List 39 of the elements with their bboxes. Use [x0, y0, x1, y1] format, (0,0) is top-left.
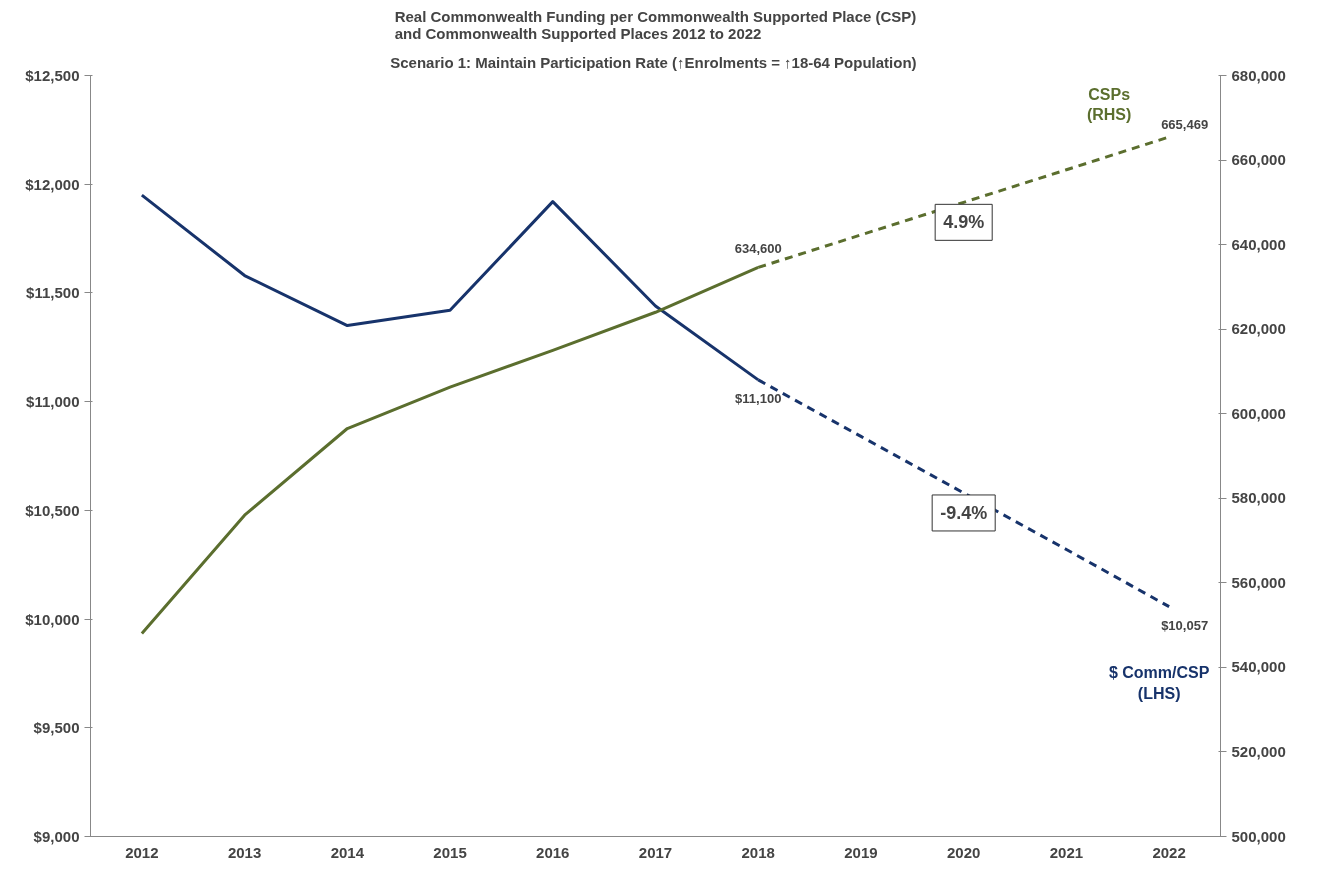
y2-tick-label: 560,000 — [1231, 573, 1286, 591]
y2-tick-label: 520,000 — [1231, 742, 1286, 760]
data-label: $10,057 — [1161, 617, 1209, 633]
x-tick-label: 2016 — [536, 843, 570, 861]
y-tick-label: $11,500 — [26, 284, 80, 302]
x-tick-label: 2018 — [741, 843, 775, 861]
y-tick-label: $9,000 — [33, 828, 80, 845]
x-tick-label: 2013 — [227, 843, 262, 861]
y-tick-label: $11,000 — [26, 393, 80, 411]
y2-tick-label: 580,000 — [1231, 489, 1286, 507]
y2-tick-label: 600,000 — [1231, 404, 1286, 422]
y-tick-label: $12,500 — [25, 67, 80, 84]
y-tick-label: $10,000 — [25, 610, 80, 628]
data-label: 665,469 — [1161, 116, 1209, 132]
x-tick-label: 2022 — [1152, 843, 1186, 861]
data-label: 634,600 — [734, 241, 782, 257]
y-tick-label: $10,500 — [25, 501, 80, 519]
annotation: -9.4% — [940, 502, 988, 523]
chart-title: Real Commonwealth Funding per Commonwealth Supported Place (CSP) and Commonwealth Supported Places 2012 to 2022 — [394, 7, 917, 42]
y-tick-label: $9,500 — [33, 719, 80, 737]
y2-tick-label: 500,000 — [1231, 827, 1286, 845]
x-tick-label: 2014 — [330, 843, 365, 861]
x-tick-label: 2017 — [638, 843, 673, 861]
y-tick-label: $12,000 — [25, 175, 80, 193]
x-tick-label: 2015 — [433, 843, 467, 861]
x-tick-label: 2020 — [947, 843, 981, 861]
text: $ Comm/CSP (LHS) — [1108, 664, 1210, 702]
x-tick-label: 2019 — [844, 843, 878, 861]
y2-tick-label: 620,000 — [1231, 320, 1286, 338]
x-tick-label: 2021 — [1049, 843, 1084, 861]
series-label: CSPs (RHS) — [1086, 85, 1132, 123]
annotation: 4.9% — [943, 212, 985, 233]
y2-tick-label: 640,000 — [1231, 235, 1286, 253]
x-tick-label: 2012 — [125, 843, 159, 861]
y2-tick-label: 680,000 — [1231, 66, 1286, 84]
chart-subtitle: Scenario 1: Maintain Participation Rate (↑Enrolments = ↑18-64 Population) — [390, 53, 917, 71]
y2-tick-label: 540,000 — [1231, 658, 1286, 676]
y2-tick-label: 660,000 — [1231, 151, 1286, 169]
data-label: $11,100 — [735, 390, 782, 406]
